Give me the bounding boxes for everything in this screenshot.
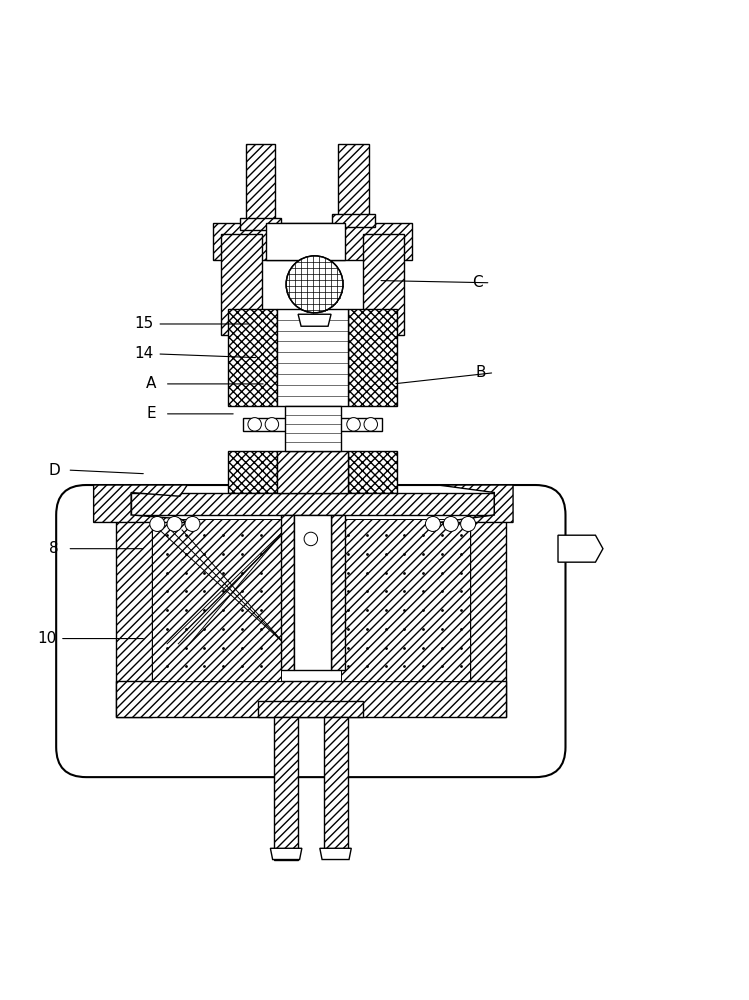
Polygon shape: [558, 535, 603, 562]
Polygon shape: [221, 234, 262, 335]
Polygon shape: [331, 515, 345, 670]
Polygon shape: [94, 485, 187, 522]
Polygon shape: [152, 519, 281, 681]
Polygon shape: [320, 848, 351, 860]
Text: C: C: [472, 275, 482, 290]
Polygon shape: [274, 717, 298, 860]
Polygon shape: [332, 214, 375, 227]
Polygon shape: [348, 309, 397, 406]
Polygon shape: [285, 406, 341, 451]
Circle shape: [167, 516, 182, 531]
Polygon shape: [470, 515, 506, 717]
Polygon shape: [213, 223, 412, 260]
Circle shape: [364, 418, 377, 431]
Polygon shape: [277, 451, 348, 493]
Polygon shape: [270, 848, 302, 860]
Circle shape: [248, 418, 261, 431]
Circle shape: [347, 418, 360, 431]
Polygon shape: [281, 515, 294, 670]
Polygon shape: [246, 144, 275, 227]
Text: 8: 8: [49, 541, 58, 556]
Polygon shape: [116, 681, 506, 717]
Text: D: D: [48, 463, 60, 478]
Polygon shape: [294, 515, 331, 670]
Polygon shape: [240, 218, 281, 230]
Circle shape: [304, 532, 318, 546]
Polygon shape: [258, 701, 363, 717]
Circle shape: [425, 516, 440, 531]
Polygon shape: [348, 451, 397, 493]
Text: 15: 15: [134, 316, 154, 331]
Polygon shape: [324, 717, 348, 856]
Circle shape: [265, 418, 279, 431]
Text: 10: 10: [37, 631, 56, 646]
FancyBboxPatch shape: [56, 485, 565, 777]
Circle shape: [185, 516, 200, 531]
Polygon shape: [116, 515, 152, 717]
Polygon shape: [338, 144, 369, 223]
Text: A: A: [146, 376, 157, 391]
Polygon shape: [341, 519, 470, 681]
Polygon shape: [228, 309, 277, 406]
Polygon shape: [363, 234, 404, 335]
Text: E: E: [147, 406, 156, 421]
Circle shape: [461, 516, 476, 531]
Polygon shape: [266, 223, 345, 260]
Polygon shape: [438, 485, 513, 522]
Text: B: B: [476, 365, 486, 380]
Text: 14: 14: [134, 346, 154, 361]
Circle shape: [150, 516, 165, 531]
Polygon shape: [131, 493, 494, 515]
Circle shape: [443, 516, 458, 531]
Polygon shape: [243, 418, 382, 431]
Polygon shape: [228, 451, 277, 493]
Circle shape: [286, 256, 343, 313]
Polygon shape: [298, 314, 331, 326]
Polygon shape: [277, 309, 348, 406]
